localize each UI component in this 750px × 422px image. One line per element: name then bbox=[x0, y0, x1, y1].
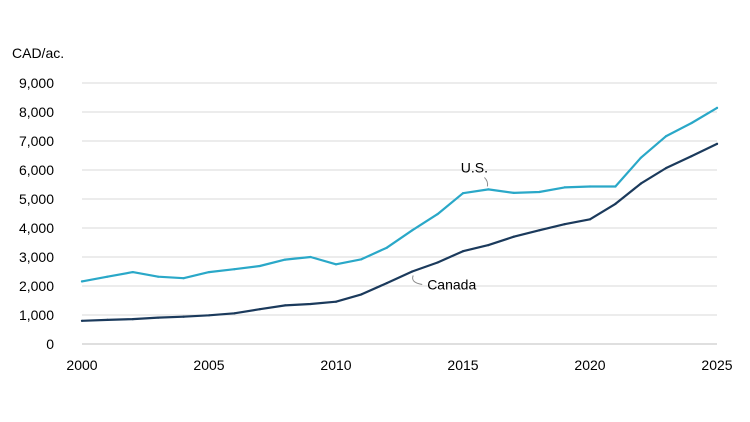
data-point-u-s bbox=[563, 186, 566, 189]
us-leader-line bbox=[484, 177, 489, 187]
data-point-u-s bbox=[461, 192, 465, 195]
data-point-canada bbox=[334, 300, 338, 303]
series-labels: U.S. Canada bbox=[412, 159, 489, 293]
y-tick-label: 9,000 bbox=[19, 75, 54, 91]
data-point-canada bbox=[258, 308, 261, 311]
y-tick-label: 7,000 bbox=[19, 133, 54, 149]
y-tick-label: 6,000 bbox=[19, 162, 54, 178]
data-point-canada bbox=[639, 182, 642, 185]
data-point-canada bbox=[182, 315, 185, 318]
y-tick-label: 5,000 bbox=[19, 191, 54, 207]
data-point-u-s bbox=[385, 246, 388, 249]
series-line-u-s bbox=[80, 106, 719, 283]
y-tick-label: 2,000 bbox=[19, 278, 54, 294]
x-axis: 2000 2005 2010 2015 2020 2025 bbox=[66, 357, 732, 373]
data-point-canada bbox=[436, 261, 439, 264]
data-point-u-s bbox=[690, 121, 693, 125]
y-axis: 0 1,000 2,000 3,000 4,000 5,000 6,000 7,000 8,00… bbox=[19, 75, 54, 352]
series-label-us: U.S. bbox=[461, 159, 488, 175]
data-point-canada bbox=[233, 312, 236, 315]
data-point-canada bbox=[284, 304, 287, 307]
data-point-u-s bbox=[157, 275, 160, 278]
data-point-canada bbox=[360, 293, 363, 296]
data-point-u-s bbox=[512, 191, 515, 194]
data-point-u-s bbox=[360, 258, 363, 261]
canada-leader-line bbox=[412, 275, 423, 285]
data-point-u-s bbox=[411, 229, 414, 232]
data-point-canada bbox=[411, 270, 414, 273]
series-label-canada: Canada bbox=[427, 277, 476, 293]
x-tick-label: 2015 bbox=[447, 357, 478, 373]
data-point-u-s bbox=[80, 280, 84, 283]
data-point-u-s bbox=[665, 135, 668, 138]
x-tick-label: 2000 bbox=[66, 357, 97, 373]
y-tick-label: 4,000 bbox=[19, 220, 54, 236]
data-point-canada bbox=[487, 244, 490, 247]
data-point-u-s bbox=[182, 277, 185, 280]
data-point-canada bbox=[461, 250, 465, 253]
data-point-canada bbox=[309, 302, 312, 306]
data-point-canada bbox=[665, 166, 668, 170]
grid bbox=[82, 82, 717, 345]
data-point-u-s bbox=[284, 258, 287, 261]
data-point-u-s bbox=[334, 263, 338, 266]
data-point-canada bbox=[588, 218, 592, 221]
y-tick-label: 1,000 bbox=[19, 307, 54, 323]
data-point-u-s bbox=[639, 156, 642, 159]
data-point-canada bbox=[106, 318, 109, 321]
data-point-u-s bbox=[131, 271, 134, 274]
data-point-u-s bbox=[614, 185, 617, 188]
y-axis-title: CAD/ac. bbox=[12, 45, 64, 61]
data-point-u-s bbox=[487, 188, 490, 191]
x-tick-label: 2005 bbox=[193, 357, 224, 373]
data-point-canada bbox=[157, 316, 160, 319]
data-point-u-s bbox=[207, 271, 211, 274]
data-point-canada bbox=[80, 319, 84, 322]
data-point-u-s bbox=[715, 106, 719, 109]
data-point-canada bbox=[690, 155, 693, 158]
data-point-canada bbox=[614, 202, 617, 205]
data-point-canada bbox=[207, 314, 211, 317]
x-tick-label: 2010 bbox=[320, 357, 351, 373]
data-point-u-s bbox=[436, 213, 439, 216]
x-tick-label: 2020 bbox=[574, 357, 605, 373]
series-line-canada bbox=[80, 142, 719, 322]
data-point-canada bbox=[563, 223, 566, 226]
y-tick-label: 0 bbox=[46, 336, 54, 352]
data-point-u-s bbox=[106, 275, 109, 278]
data-point-u-s bbox=[233, 268, 236, 271]
data-point-u-s bbox=[309, 255, 312, 259]
data-point-canada bbox=[385, 282, 388, 285]
data-point-canada bbox=[131, 318, 134, 321]
data-point-canada bbox=[512, 235, 515, 238]
data-point-u-s bbox=[258, 264, 261, 268]
x-tick-label: 2025 bbox=[701, 357, 732, 373]
series-lines bbox=[80, 106, 719, 322]
data-point-u-s bbox=[588, 185, 592, 188]
y-tick-label: 3,000 bbox=[19, 249, 54, 265]
data-point-canada bbox=[715, 142, 719, 145]
data-point-canada bbox=[538, 229, 541, 232]
y-tick-label: 8,000 bbox=[19, 104, 54, 120]
data-point-u-s bbox=[538, 190, 541, 194]
